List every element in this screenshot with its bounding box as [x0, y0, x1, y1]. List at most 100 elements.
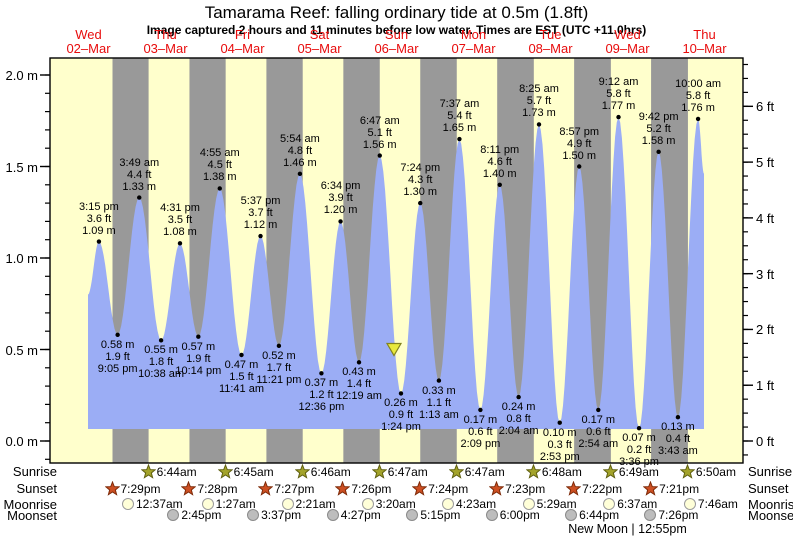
high-tide-point: [297, 171, 303, 177]
tide-m-text: 0.52 m: [262, 349, 296, 362]
tide-time-text: 9:12 am: [598, 76, 639, 89]
tide-time-text: 9:42 pm: [638, 110, 679, 123]
moonset-event: 2:45pm: [166, 508, 221, 522]
sunrise-event: 6:47am: [371, 464, 428, 479]
tide-ft-text: 4.5 ft: [207, 159, 232, 172]
low-tide-point: [276, 343, 282, 349]
moonset-time: 4:27pm: [340, 508, 381, 522]
sunset-star-icon: [258, 481, 274, 496]
high-tide-point: [497, 182, 502, 187]
moonset-time: 3:37pm: [261, 508, 302, 522]
tide-time-text: 7:24 pm: [400, 162, 441, 175]
chart-title: Tamarama Reef: falling ordinary tide at …: [204, 3, 589, 22]
day-name: Mon: [460, 27, 487, 42]
sunset-time: 7:28pm: [197, 481, 238, 496]
high-tide-point: [656, 149, 661, 155]
sunrise-star-icon: [371, 464, 387, 479]
astro-row-label-right: Sunset: [748, 481, 789, 496]
low-tide-point: [516, 394, 521, 400]
tide-ft-text: 4.4 ft: [127, 168, 152, 181]
moonrise-circle-icon: [281, 498, 294, 510]
moonset-time: 7:26pm: [658, 508, 699, 522]
moonrise-time: 1:27am: [215, 497, 256, 511]
sunset-star-icon: [489, 481, 505, 496]
tide-ft-text: 5.4 ft: [447, 110, 472, 123]
high-tide-annotation: 5:54 am 4.8 ft 1.46 m: [254, 133, 346, 169]
day-name: Fri: [234, 27, 251, 42]
tide-m-text: 0.55 m: [144, 344, 178, 357]
high-tide-annotation: 6:34 pm 3.9 ft 1.20 m: [295, 180, 387, 216]
moonset-event: 6:44pm: [564, 508, 619, 522]
tide-time-text: 2:54 am: [578, 437, 619, 450]
low-tide-annotation: 0.43 m 1.4 ft 12:19 am: [313, 366, 405, 402]
day-label: Thu 03–Mar: [127, 28, 204, 56]
y-axis-label-ft: 4 ft: [756, 210, 775, 226]
tide-ft-text: 1.8 ft: [148, 356, 174, 369]
moonrise-event: 6:37am: [602, 497, 657, 511]
high-tide-point: [177, 241, 183, 246]
low-tide-annotation: 0.07 m 0.2 ft 3:36 pm: [593, 432, 685, 468]
tide-m-text: 0.57 m: [181, 340, 216, 353]
moonset-circle-icon: [406, 509, 419, 521]
tide-m-text: 1.46 m: [283, 156, 317, 169]
sunrise-star-icon: [217, 464, 233, 479]
tide-ft-text: 4.3 ft: [408, 174, 433, 187]
day-date: 06–Mar: [374, 41, 419, 56]
tide-ft-text: 0.4 ft: [665, 433, 691, 446]
sunrise-star-icon: [140, 464, 156, 479]
sunrise-time: 6:47am: [464, 464, 505, 479]
sunset-time: 7:26pm: [351, 481, 392, 496]
y-axis-label-ft: 5 ft: [756, 155, 775, 171]
tide-time-text: 5:37 pm: [240, 195, 281, 208]
moonrise-time: 3:20am: [375, 497, 416, 511]
tide-m-text: 1.56 m: [362, 138, 397, 151]
tide-time-text: 9:05 pm: [97, 362, 138, 375]
tide-ft-text: 4.6 ft: [487, 155, 512, 168]
tide-ft-text: 5.8 ft: [685, 89, 711, 102]
tide-ft-text: 1.9 ft: [186, 352, 211, 365]
tide-time-text: 5:54 am: [280, 132, 320, 145]
day-date: 08–Mar: [528, 41, 573, 56]
sunset-event: 7:24pm: [412, 481, 468, 496]
astro-row-label-right: Sunrise: [748, 464, 793, 479]
astro-row-label-right: Moonrise: [748, 497, 793, 512]
sunset-star-icon: [181, 481, 197, 496]
moonrise-time: 4:23am: [456, 497, 497, 511]
tide-ft-text: 1.7 ft: [266, 361, 292, 374]
day-name: Tue: [539, 27, 562, 42]
tide-time-text: 12:36 pm: [298, 401, 345, 414]
low-tide-annotation: 0.57 m 1.9 ft 10:14 pm: [152, 341, 244, 377]
high-tide-point: [258, 233, 263, 239]
sunrise-event: 6:46am: [294, 464, 351, 479]
high-tide-annotation: 9:42 pm 5.2 ft 1.58 m: [613, 111, 705, 147]
astro-row-label-left: Moonrise: [3, 497, 57, 512]
high-tide-annotation: 9:12 am 5.8 ft 1.77 m: [573, 76, 665, 112]
tide-ft-text: 0.8 ft: [506, 413, 531, 426]
low-tide-annotation: 0.47 m 1.5 ft 11:41 am: [195, 359, 287, 395]
low-tide-point: [196, 334, 201, 339]
high-tide-point: [96, 239, 102, 244]
low-tide-point: [675, 415, 681, 420]
tide-m-text: 1.40 m: [482, 167, 517, 180]
sunrise-time: 6:44am: [156, 464, 197, 479]
low-tide-point: [398, 391, 404, 396]
high-tide-point: [217, 186, 222, 191]
moonset-circle-icon: [485, 509, 498, 521]
sunset-event: 7:23pm: [489, 481, 545, 496]
tide-time-text: 8:25 am: [519, 83, 559, 96]
low-tide-annotation: 0.26 m 0.9 ft 1:24 pm: [355, 397, 447, 433]
moonset-time: 5:15pm: [420, 508, 461, 522]
sunrise-star-icon: [679, 464, 695, 479]
moonrise-circle-icon: [522, 498, 535, 510]
tide-ft-text: 3.7 ft: [248, 207, 273, 220]
tide-time-text: 7:37 am: [439, 98, 480, 111]
tide-ft-text: 5.2 ft: [646, 122, 671, 135]
low-tide-annotation: 0.37 m 1.2 ft 12:36 pm: [275, 377, 367, 413]
tide-time-text: 6:34 pm: [320, 180, 361, 193]
day-date: 07–Mar: [451, 41, 496, 56]
tide-ft-text: 0.3 ft: [547, 438, 572, 451]
day-date: 04–Mar: [220, 41, 265, 56]
tide-time-text: 11:21 pm: [256, 373, 302, 386]
high-tide-annotation: 5:37 pm 3.7 ft 1.12 m: [215, 195, 307, 231]
moonset-event: 7:26pm: [643, 508, 698, 522]
